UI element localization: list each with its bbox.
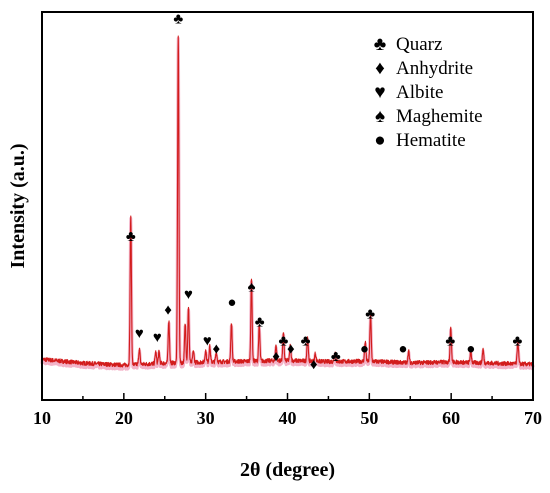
x-tick-label: 60	[442, 408, 460, 428]
x-tick-label: 30	[197, 408, 215, 428]
peak-marker: ♣	[255, 314, 265, 330]
y-axis-title: Intensity (a.u.)	[7, 143, 29, 268]
legend-glyph: ●	[374, 130, 385, 151]
legend-label: Hematite	[396, 130, 466, 151]
peak-marker: ♥	[184, 287, 193, 303]
peak-marker: ♣	[365, 307, 375, 323]
legend-label: Quarz	[396, 34, 442, 55]
peak-marker: ♣	[173, 12, 183, 28]
peak-marker: ●	[398, 341, 407, 357]
peak-marker: ♣	[513, 334, 523, 350]
annotation-markers: ♣♥ ♥♦♣♥♥ ♦●♠♣♦♣♦ ♣♦ ♣ ●♣● ♣ ● ♣	[126, 12, 523, 373]
peak-marker: ♥	[153, 330, 162, 346]
legend-glyph: ♦	[375, 58, 385, 79]
x-axis-title: 2θ (degree)	[240, 459, 335, 481]
legend-glyph: ♥	[374, 82, 385, 103]
legend: ♣ Quarz ♦ Anhydrite ♥ Albite ♠ Maghemite ● Hemati…	[374, 34, 483, 151]
x-tick-label: 70	[524, 408, 542, 428]
peak-marker: ♦	[272, 349, 280, 365]
legend-label: Anhydrite	[396, 58, 473, 79]
x-tick-label: 40	[279, 408, 297, 428]
x-tick-label: 20	[115, 408, 133, 428]
peak-marker: ●	[360, 341, 369, 357]
peak-marker: ●	[466, 341, 475, 357]
peak-marker: ♦	[212, 341, 220, 357]
peak-marker: ♥	[203, 334, 212, 350]
peak-marker: ♦	[310, 357, 318, 373]
peak-marker: ♣	[278, 334, 288, 350]
peak-marker: ♣	[301, 334, 311, 350]
axis-layer: 10 20 30 40 50 60 70	[33, 393, 542, 428]
x-tick-label: 50	[360, 408, 378, 428]
peak-marker: ♣	[126, 229, 136, 245]
legend-label: Maghemite	[396, 106, 483, 127]
legend-label: Albite	[396, 82, 444, 103]
legend-glyph: ♣	[374, 34, 386, 55]
peak-marker: ♠	[248, 279, 256, 295]
peak-marker: ♣	[331, 349, 341, 365]
plot-layer	[40, 35, 535, 371]
peak-marker: ♦	[287, 341, 295, 357]
peak-marker: ♥	[135, 326, 144, 342]
peak-marker: ♣	[445, 334, 455, 350]
legend-glyph: ♠	[375, 106, 385, 127]
series-line	[41, 35, 534, 368]
peak-marker: ●	[227, 295, 236, 311]
series-shadow-line	[40, 36, 535, 371]
peak-marker: ♦	[164, 303, 172, 319]
x-tick-label: 10	[33, 408, 51, 428]
